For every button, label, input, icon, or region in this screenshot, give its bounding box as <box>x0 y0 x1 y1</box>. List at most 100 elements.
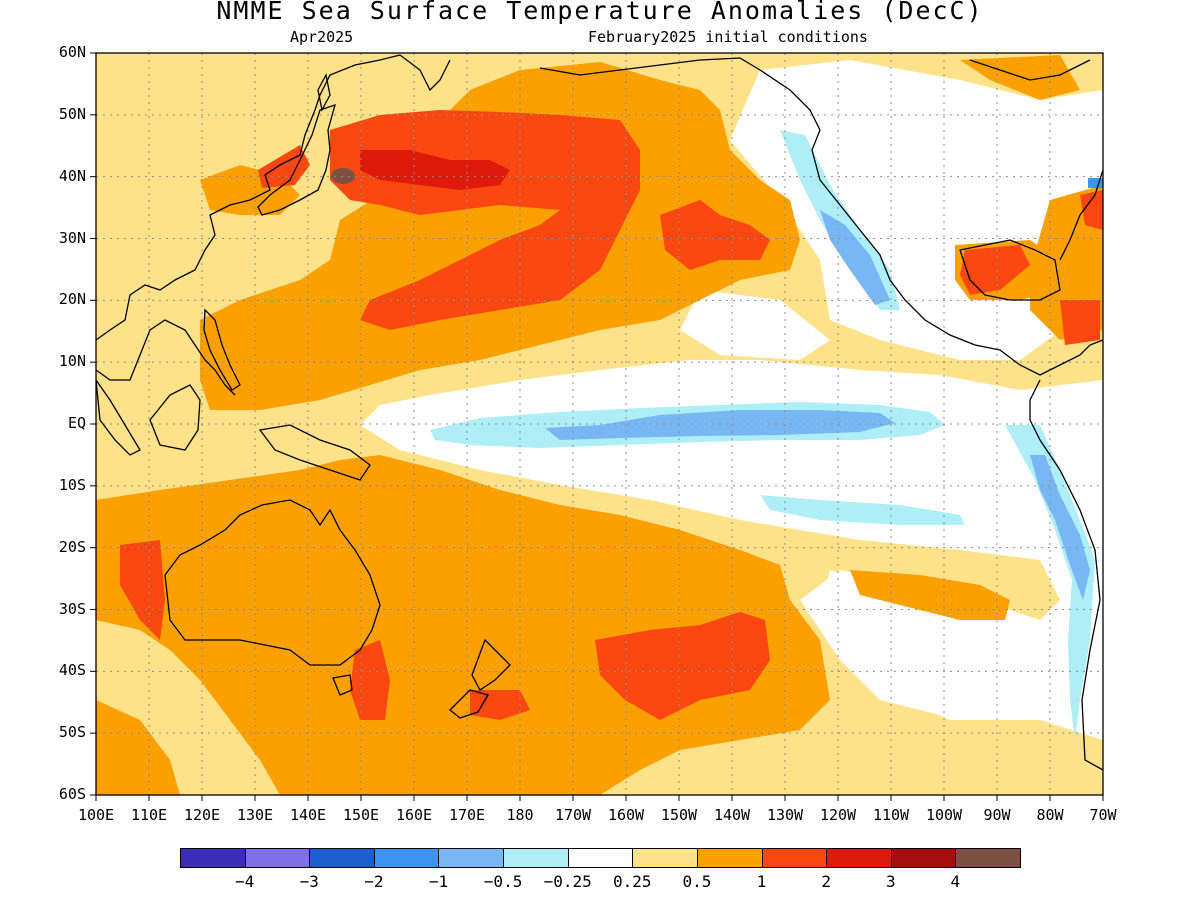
colorbar-swatch <box>567 848 634 868</box>
latitude-label: 10N <box>58 352 86 371</box>
anomaly-region <box>1060 300 1100 345</box>
anomaly-region <box>760 495 965 525</box>
anomaly-region <box>545 410 895 440</box>
colorbar-label: 2 <box>821 872 831 891</box>
asia-coastline <box>96 319 236 396</box>
latitude-label: 30S <box>58 599 86 618</box>
longitude-label: 160E <box>395 806 433 824</box>
colorbar-swatch <box>180 848 246 868</box>
latitude-label: 60S <box>58 785 86 803</box>
anomaly-region <box>660 200 770 270</box>
latitude-label: 50N <box>58 104 86 123</box>
anomaly-region <box>360 150 510 190</box>
longitude-label: 120E <box>183 806 221 824</box>
longitude-label: 150E <box>342 806 380 824</box>
colorbar-swatch <box>761 848 828 868</box>
longitude-label: 160W <box>607 806 645 824</box>
latitude-label: 60N <box>58 43 86 61</box>
longitude-label: 80W <box>1036 806 1064 824</box>
anomaly-region <box>820 210 890 305</box>
anomaly-region <box>680 290 830 360</box>
longitude-label: 70W <box>1089 806 1117 824</box>
sumatra-outline <box>96 378 141 456</box>
axis-ticks <box>90 52 1104 801</box>
colorbar-swatch <box>632 848 698 868</box>
latitude-label: EQ <box>67 414 86 432</box>
map-title: NMME Sea Surface Temperature Anomalies (… <box>216 0 984 25</box>
longitude-label: 140E <box>289 806 327 824</box>
anomaly-region <box>1030 455 1090 600</box>
anomaly-field <box>96 53 1103 795</box>
east-coast-outline <box>1059 169 1103 261</box>
colorbar-swatch <box>826 848 892 868</box>
longitude-label: 130W <box>766 806 804 824</box>
longitude-label: 180 <box>506 806 534 824</box>
anomaly-region <box>960 245 1030 295</box>
hudson-coastline <box>969 59 1091 81</box>
sakhalin-outline <box>317 73 331 112</box>
anomaly-region <box>470 690 530 720</box>
new-guinea-outline <box>258 424 371 481</box>
colorbar-swatch <box>309 848 375 868</box>
graticule <box>96 53 1103 795</box>
philippines-outline <box>203 308 241 391</box>
colorbar-label: −3 <box>299 872 319 891</box>
colorbar-swatch <box>955 848 1021 868</box>
colorbar-label: 3 <box>885 872 896 891</box>
borneo-outline <box>149 384 201 451</box>
australia-outline <box>164 499 381 666</box>
colorbar-label: 4 <box>950 872 961 891</box>
latitude-label: 10S <box>58 475 86 494</box>
longitude-label: 90W <box>983 806 1011 824</box>
colorbar-swatch <box>438 848 505 868</box>
anomaly-region <box>850 570 1010 620</box>
anomaly-region <box>331 168 355 184</box>
colorbar-label: 0.25 <box>613 872 652 891</box>
latitude-label: 20N <box>58 290 86 309</box>
colorbar-label: 0.5 <box>682 872 712 891</box>
latitude-label: 40S <box>58 661 86 680</box>
japan-outline <box>257 103 336 216</box>
longitude-label: 140W <box>713 806 751 824</box>
longitude-label: 100W <box>925 806 963 824</box>
anomaly-region <box>120 540 165 640</box>
anomaly-region <box>1005 425 1095 740</box>
anomaly-region <box>96 700 180 795</box>
anomaly-region <box>200 62 800 410</box>
forecast-month: Apr2025 <box>290 28 354 46</box>
colorbar-label: 1 <box>756 872 767 891</box>
colorbar-swatch <box>503 848 569 868</box>
anomaly-region <box>350 640 390 720</box>
longitude-label: 110E <box>130 806 168 824</box>
longitude-label: 120W <box>819 806 857 824</box>
anomaly-region <box>258 145 310 188</box>
longitude-label: 100E <box>77 806 115 824</box>
longitude-label: 170E <box>448 806 486 824</box>
latitude-label: 30N <box>58 228 86 247</box>
colorbar-swatch <box>696 848 763 868</box>
colorbar-swatch <box>244 848 311 868</box>
anomaly-region <box>1080 190 1103 230</box>
kamchatka-outline <box>399 54 451 92</box>
anomaly-region <box>1088 178 1103 188</box>
longitude-label: 130E <box>236 806 274 824</box>
colorbar-label: −4 <box>234 872 255 891</box>
latitude-label: 20S <box>58 537 86 556</box>
new-zealand-outline <box>449 638 511 719</box>
colorbar-label: −0.25 <box>543 872 592 891</box>
south-america-coastline <box>1029 379 1103 771</box>
initial-conditions: February2025 initial conditions <box>588 28 868 46</box>
colorbar-swatch <box>890 848 957 868</box>
anomaly-region <box>820 570 1050 720</box>
colorbar-label: −0.5 <box>483 872 523 891</box>
longitude-label: 150W <box>660 806 698 824</box>
alaska-coastline <box>539 57 821 131</box>
anomaly-region <box>595 612 770 720</box>
latitude-label: 50S <box>58 723 86 742</box>
tasmania-outline <box>332 674 353 696</box>
asia-coastline <box>96 54 401 341</box>
colorbar-swatch <box>373 848 440 868</box>
colorbar-label: −1 <box>428 872 449 891</box>
gulf-coastline <box>959 239 1061 301</box>
